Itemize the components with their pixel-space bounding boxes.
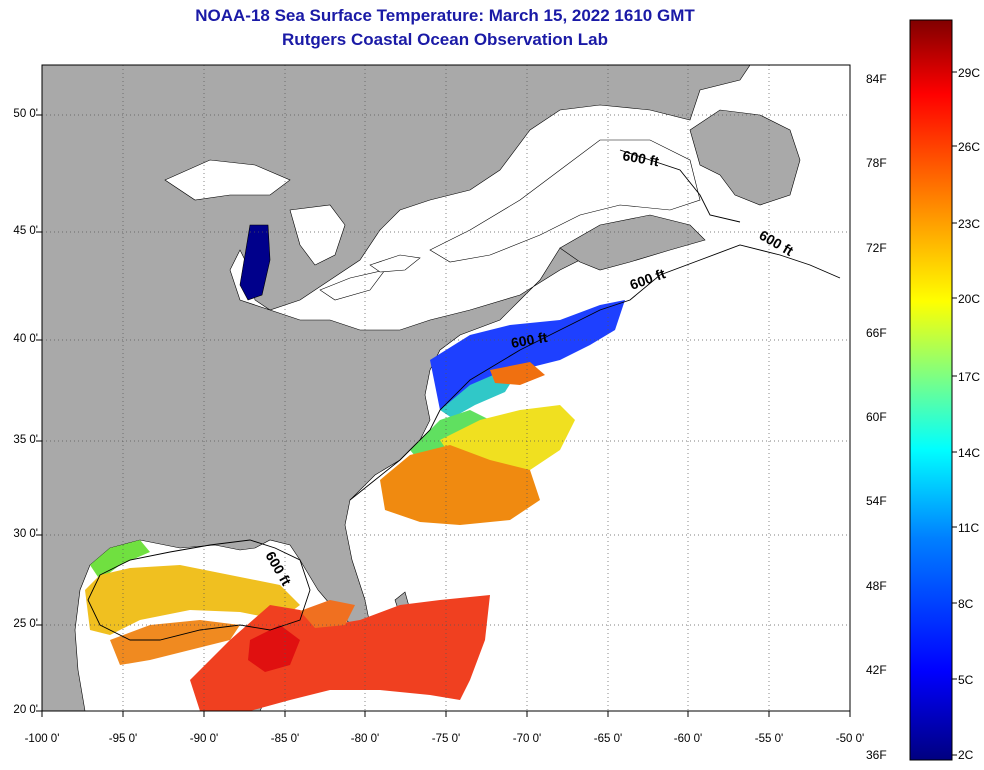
lat-tick-label: 25 0' xyxy=(13,618,38,630)
lat-tick-label: 20 0' xyxy=(13,704,38,716)
lake-ontario xyxy=(369,254,421,273)
lon-tick-label: -100 0' xyxy=(24,733,60,745)
sst-orange-se xyxy=(490,362,545,385)
colorbar xyxy=(909,19,953,761)
map-title: NOAA-18 Sea Surface Temperature: March 1… xyxy=(195,6,695,25)
colorbar-c-label: 20C xyxy=(958,292,981,306)
lake-erie xyxy=(319,269,386,301)
map-subtitle: Rutgers Coastal Ocean Observation Lab xyxy=(282,30,608,49)
colorbar-f-label: 42F xyxy=(866,663,887,677)
colorbar-c-label: 14C xyxy=(958,446,981,460)
colorbar-c-label: 5C xyxy=(958,673,974,687)
lon-tick-label: -75 0' xyxy=(431,733,461,745)
colorbar-f-label: 72F xyxy=(866,241,887,255)
lon-tick-label: -65 0' xyxy=(593,733,623,745)
lat-tick-label: 40 0' xyxy=(13,333,38,345)
sst-caribbean-red xyxy=(190,595,490,711)
lon-tick-label: -85 0' xyxy=(270,733,300,745)
contour-line-east-coast xyxy=(349,244,841,501)
colorbar-f-label: 60F xyxy=(866,410,887,424)
sst-field xyxy=(85,300,625,711)
lon-tick-label: -70 0' xyxy=(512,733,542,745)
colorbar-c-label: 2C xyxy=(958,748,974,762)
colorbar-ticks xyxy=(952,71,957,756)
lake-huron xyxy=(289,204,346,266)
lon-tick-label: -80 0' xyxy=(350,733,380,745)
depth-contours xyxy=(87,149,841,641)
colorbar-f-label: 54F xyxy=(866,494,887,508)
land-mass xyxy=(41,64,751,712)
lon-tick-label: -95 0' xyxy=(108,733,138,745)
colorbar-c-label: 26C xyxy=(958,140,981,154)
map-gridlines xyxy=(42,65,850,711)
contour-label: 600 ft xyxy=(621,147,660,169)
lat-tick-label: 45 0' xyxy=(13,225,38,237)
lon-tick-label: -55 0' xyxy=(754,733,784,745)
sst-florida-strait xyxy=(300,600,355,628)
colorbar-f-label: 78F xyxy=(866,156,887,170)
lake-superior xyxy=(164,159,291,201)
colorbar-c-label: 29C xyxy=(958,66,981,80)
gulf-of-st-lawrence xyxy=(429,139,701,263)
lon-tick-label: -60 0' xyxy=(673,733,703,745)
lon-tick-label: -50 0' xyxy=(835,733,865,745)
contour-label: 600 ft xyxy=(510,329,549,351)
newfoundland xyxy=(689,109,801,206)
sst-gulf-green xyxy=(90,540,150,580)
colorbar-c-label: 17C xyxy=(958,370,981,384)
sst-orange-atlantic xyxy=(380,445,540,525)
colorbar-c-label: 11C xyxy=(958,521,980,535)
sst-caribbean-deep-red xyxy=(248,625,300,672)
colorbar-f-label: 84F xyxy=(866,72,887,86)
lat-tick-label: 35 0' xyxy=(13,434,38,446)
lon-tick-label: -90 0' xyxy=(189,733,219,745)
colorbar-f-label: 48F xyxy=(866,579,887,593)
sst-gulf-yellow xyxy=(85,565,300,635)
contour-line-north xyxy=(619,149,741,223)
colorbar-f-label: 66F xyxy=(866,326,887,340)
colorbar-c-label: 8C xyxy=(958,597,974,611)
lat-tick-label: 30 0' xyxy=(13,528,38,540)
lake-michigan xyxy=(239,224,271,301)
sst-gulf-orange xyxy=(110,620,240,665)
nova-scotia xyxy=(559,214,706,271)
lat-tick-label: 50 0' xyxy=(13,108,38,120)
colorbar-f-label: 36F xyxy=(866,748,887,762)
colorbar-c-label: 23C xyxy=(958,217,981,231)
contour-line-gulf xyxy=(87,539,311,641)
axis-ticks xyxy=(36,114,851,717)
